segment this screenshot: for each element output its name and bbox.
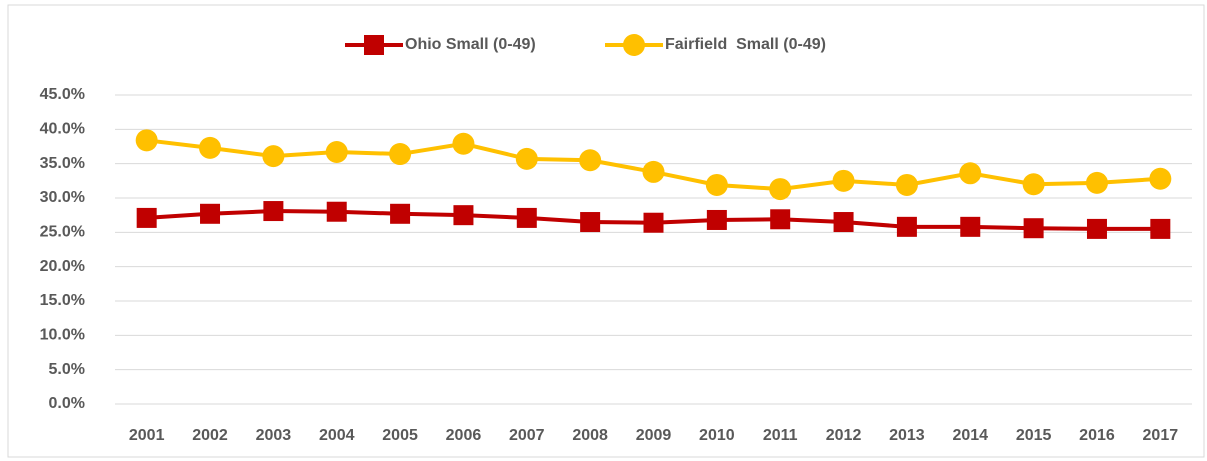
marker bbox=[769, 178, 792, 201]
x-tick-label: 2012 bbox=[826, 427, 862, 444]
chart-frame bbox=[7, 4, 1205, 458]
legend-label: Fairfield Small (0-49) bbox=[665, 36, 826, 53]
y-tick-label: 35.0% bbox=[40, 155, 85, 172]
marker bbox=[135, 129, 158, 152]
marker bbox=[579, 149, 602, 172]
y-tick-label: 15.0% bbox=[40, 292, 85, 309]
x-tick-label: 2014 bbox=[952, 427, 988, 444]
x-tick-label: 2003 bbox=[256, 427, 292, 444]
x-tick-label: 2013 bbox=[889, 427, 925, 444]
y-tick-label: 10.0% bbox=[40, 327, 85, 344]
x-tick-label: 2006 bbox=[446, 427, 482, 444]
legend-label: Ohio Small (0-49) bbox=[405, 36, 536, 53]
marker bbox=[580, 212, 601, 233]
marker bbox=[1022, 173, 1045, 196]
marker bbox=[326, 201, 347, 222]
legend-marker bbox=[623, 34, 645, 56]
x-tick-label: 2005 bbox=[382, 427, 418, 444]
marker bbox=[390, 203, 411, 224]
marker bbox=[1023, 218, 1044, 239]
marker bbox=[453, 205, 474, 226]
marker bbox=[1150, 218, 1171, 239]
x-tick-label: 2008 bbox=[572, 427, 608, 444]
x-tick-label: 2016 bbox=[1079, 427, 1115, 444]
x-tick-label: 2017 bbox=[1143, 427, 1179, 444]
marker bbox=[452, 132, 475, 155]
x-tick-label: 2009 bbox=[636, 427, 672, 444]
x-tick-label: 2001 bbox=[129, 427, 165, 444]
marker bbox=[896, 216, 917, 237]
marker bbox=[706, 209, 727, 230]
y-tick-label: 40.0% bbox=[40, 121, 85, 138]
y-tick-label: 25.0% bbox=[40, 224, 85, 241]
marker bbox=[263, 201, 284, 222]
marker bbox=[199, 136, 222, 159]
marker bbox=[325, 140, 348, 163]
x-tick-label: 2007 bbox=[509, 427, 545, 444]
y-tick-label: 5.0% bbox=[49, 361, 85, 378]
marker bbox=[770, 209, 791, 230]
marker bbox=[832, 169, 855, 192]
marker bbox=[959, 162, 982, 185]
marker bbox=[1085, 171, 1108, 194]
y-tick-label: 30.0% bbox=[40, 189, 85, 206]
marker bbox=[200, 203, 221, 224]
y-tick-label: 45.0% bbox=[40, 86, 85, 103]
marker bbox=[1086, 218, 1107, 239]
marker bbox=[960, 216, 981, 237]
y-tick-label: 20.0% bbox=[40, 258, 85, 275]
marker bbox=[705, 173, 728, 196]
marker bbox=[643, 212, 664, 233]
y-tick-label: 0.0% bbox=[49, 395, 85, 412]
marker bbox=[642, 160, 665, 183]
marker bbox=[1149, 167, 1172, 190]
marker bbox=[515, 147, 538, 170]
marker bbox=[516, 207, 537, 228]
x-tick-label: 2011 bbox=[763, 427, 798, 444]
x-tick-label: 2002 bbox=[192, 427, 228, 444]
marker bbox=[895, 173, 918, 196]
x-tick-label: 2004 bbox=[319, 427, 355, 444]
x-tick-label: 2010 bbox=[699, 427, 735, 444]
marker bbox=[833, 212, 854, 233]
marker bbox=[262, 145, 285, 168]
legend-marker bbox=[364, 35, 384, 55]
marker bbox=[389, 143, 412, 166]
x-tick-label: 2015 bbox=[1016, 427, 1052, 444]
marker bbox=[136, 207, 157, 228]
